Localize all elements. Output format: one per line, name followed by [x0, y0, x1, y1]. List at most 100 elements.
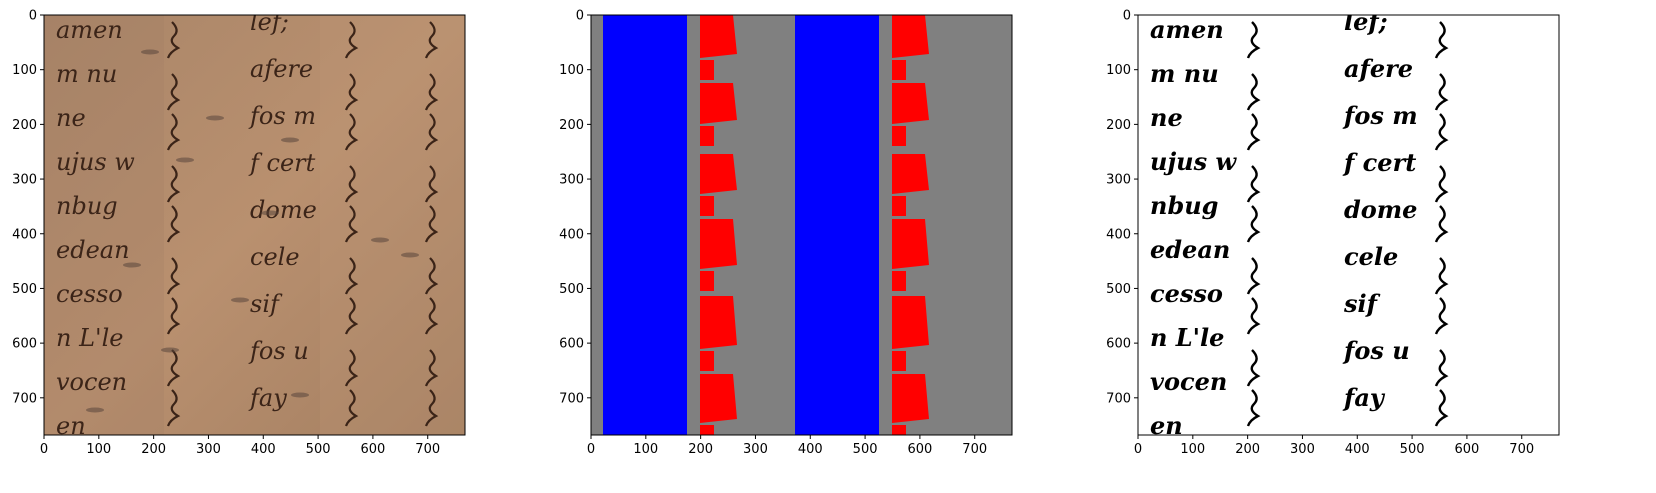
x-tick-label: 100 [1180, 442, 1205, 457]
handwriting-line: fos u [1342, 336, 1410, 365]
margin-mark-segment [892, 425, 906, 435]
manuscript-brackets [166, 21, 439, 427]
y-tick-label: 400 [12, 227, 37, 242]
parchment-background [44, 15, 465, 435]
margin-mark-segment [892, 15, 929, 58]
x-tick-label: 100 [633, 442, 658, 457]
margin-mark-segment [700, 83, 737, 124]
handwriting-line: nbug [56, 192, 118, 220]
text-column-right [795, 15, 879, 435]
margin-bracket [166, 257, 181, 295]
handwriting-line: dome [1344, 195, 1417, 224]
margin-bracket [344, 113, 359, 151]
margin-bracket [1434, 165, 1449, 203]
y-tick-label: 200 [1106, 118, 1131, 133]
y-tick-label: 0 [576, 9, 584, 24]
y-tick-label: 500 [559, 282, 584, 297]
margin-mark-segment [892, 351, 906, 371]
margin-bracket [1246, 349, 1261, 387]
margin-mark-segment [700, 126, 714, 146]
x-tick-label: 200 [1235, 442, 1260, 457]
manuscript-left-text: amen m nu ne ujus w nbug edean cesso n L'le voce… [56, 16, 135, 440]
margin-mark-segment [892, 154, 929, 194]
margin-bracket [344, 165, 359, 203]
handwriting-line: fay [1342, 383, 1386, 412]
margin-bracket [1246, 297, 1261, 335]
margin-bracket [1434, 297, 1449, 335]
handwriting-line: en [56, 412, 86, 440]
binarized-brackets [1246, 21, 1449, 427]
margin-bracket [1246, 257, 1261, 295]
x-tick-label: 600 [1454, 442, 1479, 457]
y-tick-label: 0 [1123, 9, 1131, 24]
handwriting-line: cesso [1150, 279, 1223, 308]
margin-bracket [424, 389, 439, 427]
handwriting-line: f cert [248, 149, 316, 177]
handwriting-line: nbug [1150, 191, 1218, 220]
handwriting-line: fos u [248, 337, 309, 365]
handwriting-line: afere [1344, 54, 1413, 83]
handwriting-line: amen [1150, 15, 1224, 44]
margin-bracket [344, 297, 359, 335]
handwriting-line: amen [56, 16, 123, 44]
handwriting-line: ne [1150, 103, 1183, 132]
margin-mark-segment [892, 296, 929, 349]
x-tick-label: 200 [688, 442, 713, 457]
margin-bracket [424, 205, 439, 243]
margin-mark-segment [700, 15, 737, 58]
margin-mark-segment [700, 60, 714, 80]
x-tick-label: 600 [360, 442, 385, 457]
panel-binarized: amen m nu ne ujus w nbug edean cesso n L'le voce… [1138, 7, 1559, 435]
margin-mark-segment [892, 374, 929, 423]
margin-mark-segment [700, 219, 737, 269]
x-tick-label: 700 [962, 442, 987, 457]
y-tick-label: 700 [12, 391, 37, 406]
margin-mark-segment [892, 271, 906, 291]
margin-bracket [166, 389, 181, 427]
y-tick-label: 500 [12, 282, 37, 297]
x-tick-label: 500 [1400, 442, 1425, 457]
margin-bracket [1434, 113, 1449, 151]
handwriting-line: n L'le [1150, 323, 1224, 352]
margin-bracket [1246, 21, 1261, 59]
y-tick-label: 100 [559, 63, 584, 78]
margin-bracket [344, 349, 359, 387]
margin-bracket [1434, 349, 1449, 387]
ink-stain [206, 115, 224, 121]
y-tick-label: 600 [1106, 337, 1131, 352]
ink-stain [261, 210, 279, 216]
ink-stain [401, 252, 419, 258]
margin-bracket [1246, 113, 1261, 151]
y-tick-label: 300 [559, 173, 584, 188]
handwriting-line: dome [250, 196, 317, 224]
ink-stain [141, 49, 159, 55]
margin-bracket [166, 349, 181, 387]
margin-bracket [166, 297, 181, 335]
handwriting-line: fos m [1342, 101, 1418, 130]
y-tick-label: 600 [12, 337, 37, 352]
margin-bracket [1246, 165, 1261, 203]
margin-bracket [1434, 205, 1449, 243]
margin-bracket [1434, 73, 1449, 111]
margin-bracket [424, 73, 439, 111]
margin-mark-segment [892, 219, 929, 269]
margin-bracket [1246, 205, 1261, 243]
ink-stain [231, 297, 249, 303]
x-tick-label: 400 [798, 442, 823, 457]
margin-mark-segment [700, 296, 737, 349]
handwriting-line: edean [56, 236, 130, 264]
x-tick-label: 100 [86, 442, 111, 457]
handwriting-line: vocen [1150, 367, 1227, 396]
ink-stain [371, 237, 389, 243]
margin-bracket [1434, 21, 1449, 59]
binarized-background [1138, 15, 1559, 435]
margin-mark-segment [892, 126, 906, 146]
ink-stain [123, 262, 141, 268]
margin-bracket [1246, 389, 1261, 427]
margin-bracket [344, 257, 359, 295]
y-tick-label: 500 [1106, 282, 1131, 297]
x-tick-label: 0 [40, 442, 48, 457]
